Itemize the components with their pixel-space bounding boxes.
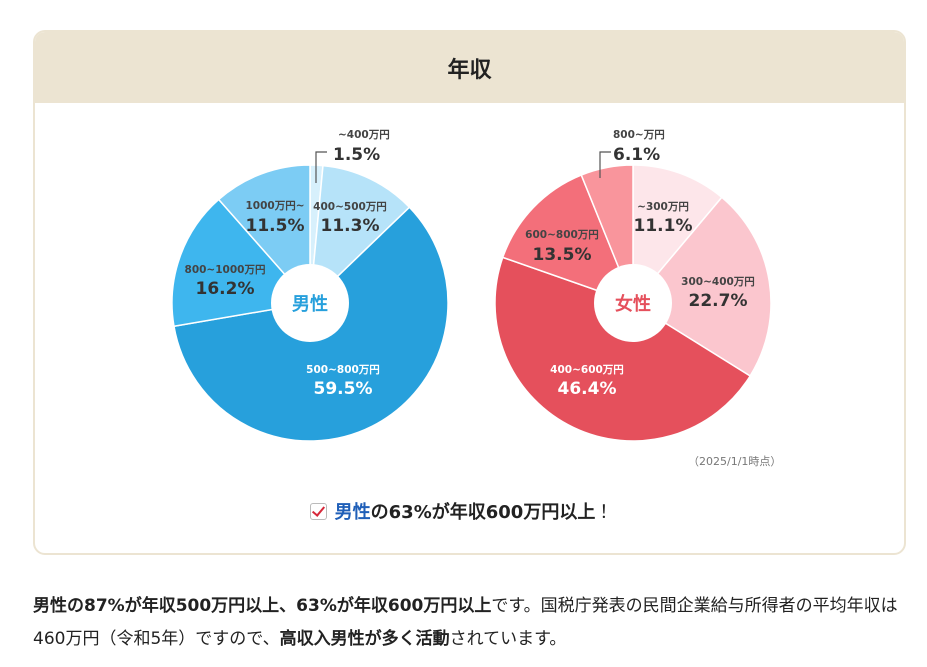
pie2-category-label-4: 600~800万円	[525, 229, 599, 241]
pie1-center-hole	[271, 264, 349, 342]
para-text-2: されています。	[449, 629, 567, 649]
pie1-value-label-3: 59.5%	[314, 379, 373, 399]
pie2-value-label-1: 11.1%	[634, 216, 693, 236]
pie2-slice-2	[631, 196, 772, 378]
pie2-value-label-5: 6.1%	[613, 145, 660, 165]
pie2-center-hole	[594, 264, 672, 342]
pie2-callout-5	[599, 151, 611, 178]
pie1-category-label-4: 800~1000万円	[185, 264, 266, 276]
pie1-category-label-2: 400~500万円	[313, 201, 387, 213]
para-text-1: です。国税庁発表の民間企業給与所得者の平均年収は460万円（令和5年）ですので、	[33, 596, 898, 649]
pie1-value-label-1: 1.5%	[333, 145, 380, 165]
pie1-value-label-2: 11.3%	[321, 216, 380, 236]
pie1-category-label-1: ~400万円	[338, 129, 390, 141]
highlight-statement: 男性の63%が年収600万円以上！	[0, 498, 927, 524]
pie2-value-label-2: 22.7%	[689, 291, 748, 311]
pie2-center-label: 女性	[615, 293, 651, 315]
pie2-category-label-1: ~300万円	[637, 201, 689, 213]
pie1-category-label-3: 500~800万円	[306, 364, 380, 376]
pie2-slice-1	[632, 164, 723, 306]
highlight-rest: の63%が年収600万円以上	[370, 502, 596, 523]
para-bold-1: 男性の87%が年収500万円以上、63%が年収600万円以上	[33, 596, 492, 616]
card-title: 年収	[447, 57, 492, 83]
pie2-slice-3	[494, 256, 752, 442]
pie1-value-label-4: 16.2%	[196, 279, 255, 299]
pie2-category-label-2: 300~400万円	[681, 276, 755, 288]
pie1-value-label-5: 11.5%	[246, 216, 305, 236]
para-bold-2: 高収入男性が多く活動	[279, 629, 450, 649]
pie2-value-label-4: 13.5%	[533, 245, 592, 265]
pie1-category-label-5: 1000万円~	[245, 200, 304, 212]
card-header: 年収	[35, 32, 904, 103]
as-of-date: （2025/1/1時点）	[688, 455, 782, 468]
checkbox-icon	[309, 503, 327, 520]
pie1-callout-1	[315, 151, 327, 183]
highlight-men: 男性	[334, 502, 371, 523]
pie1-slice-2	[309, 164, 411, 305]
pie2-value-label-3: 46.4%	[558, 379, 617, 399]
pie2-slice-4	[501, 174, 635, 305]
pie1-center-label: 男性	[292, 293, 328, 315]
pie2-category-label-3: 400~600万円	[550, 364, 624, 376]
pie2-category-label-5: 800~万円	[613, 129, 665, 141]
summary-paragraph: 男性の87%が年収500万円以上、63%が年収600万円以上です。国税庁発表の民…	[33, 590, 903, 656]
highlight-exclaim: ！	[599, 502, 618, 523]
pie1-slice-5	[217, 164, 311, 305]
